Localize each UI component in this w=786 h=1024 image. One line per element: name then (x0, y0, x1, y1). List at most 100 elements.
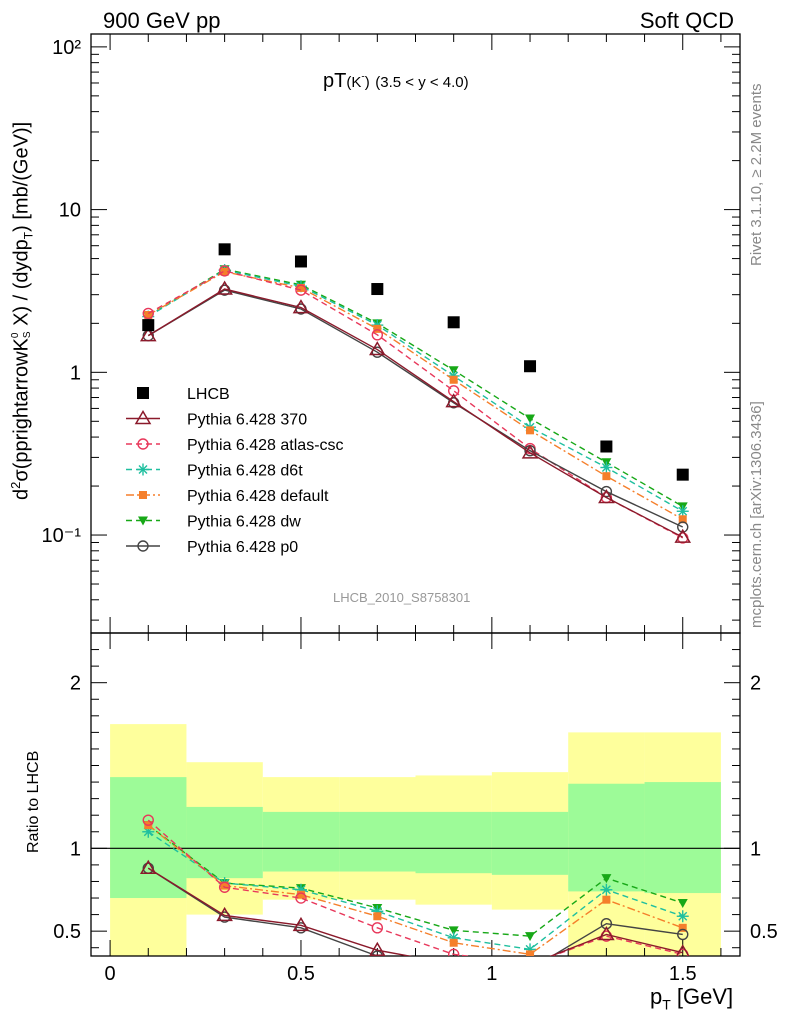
plot-title-main: pT (323, 70, 347, 92)
series-line (147, 288, 684, 538)
series-point (521, 444, 539, 459)
series-point (296, 283, 305, 292)
series-point (371, 329, 384, 341)
y-tick-label-ratio: 1 (70, 838, 81, 860)
ratio-point (602, 895, 611, 904)
ratio-point (677, 928, 689, 941)
data-series-lhcb (142, 243, 689, 481)
ratio-band-inner (262, 811, 340, 872)
y-tick-label-main: 10 (59, 200, 81, 222)
ratio-point (678, 923, 687, 932)
ratio-line (147, 824, 683, 937)
y-tick-label-ratio: 0.5 (53, 921, 81, 943)
ratio-point (526, 950, 535, 956)
plot-title-range: (3.5 < y < 4.0) (375, 74, 469, 91)
legend-marker (137, 438, 149, 450)
ratio-point (529, 955, 531, 956)
legend-item: Pythia 6.428 p0 (126, 539, 298, 556)
series-point (220, 267, 229, 276)
series-point (676, 505, 689, 518)
series-point (295, 284, 307, 296)
legend-item: Pythia 6.428 370 (126, 410, 307, 429)
star-stroke (678, 506, 688, 516)
series-point (677, 521, 689, 533)
legend-label: Pythia 6.428 default (187, 488, 329, 505)
series-point (598, 489, 615, 504)
ratio-point (369, 941, 386, 956)
legend-label: Pythia 6.428 d6t (187, 463, 303, 480)
header-left: 900 GeV pp (103, 8, 221, 33)
series-point (216, 280, 233, 295)
y-tick-label-main: 10⁻¹ (42, 525, 82, 547)
series-point (602, 472, 611, 481)
ratio-point (295, 892, 307, 904)
series-point (678, 515, 687, 524)
ratio-band-inner (415, 811, 492, 874)
y-tick-label-ratio-right: 2 (750, 673, 761, 695)
ratio-point (218, 881, 231, 893)
data-point (142, 319, 155, 332)
legend-marker (134, 410, 152, 425)
data-point (218, 243, 231, 256)
ratio-point (447, 948, 460, 956)
ratio-line (147, 867, 683, 956)
x-ticks (109, 34, 722, 956)
ratio-point (371, 922, 384, 934)
ratio-point (453, 955, 454, 956)
x-tick-label: 0 (105, 963, 116, 985)
series-point (369, 341, 386, 356)
ratio-point (525, 964, 535, 974)
ratio-point (676, 910, 689, 923)
series-point (600, 485, 613, 498)
ratio-point (216, 906, 233, 922)
plot-title-particle: (K (346, 74, 362, 91)
ratio-series-atlas (142, 814, 689, 969)
legend-item: Pythia 6.428 d6t (126, 463, 303, 480)
series-point (142, 307, 154, 320)
ratio-line (147, 867, 683, 956)
data-point (524, 360, 537, 373)
data-point (371, 283, 384, 296)
series-point (526, 426, 535, 435)
series-point (218, 265, 231, 277)
ratio-point (675, 944, 690, 956)
y-tick-label-ratio-right: 0.5 (750, 921, 778, 943)
ratio-point (142, 814, 154, 826)
x-tick-label: 1.5 (669, 963, 697, 985)
ratio-point (448, 926, 459, 936)
series-point (600, 461, 613, 474)
ratio-point (139, 859, 157, 874)
ratio-band-inner (339, 811, 416, 872)
series-line (147, 268, 684, 507)
star-stroke (601, 463, 611, 473)
header-right: Soft QCD (639, 8, 734, 33)
x-axis-label: pT [GeV] (650, 984, 734, 1013)
legend-item: Pythia 6.428 atlas-csc (126, 437, 344, 454)
ratio-point (296, 890, 305, 899)
legend-marker (137, 540, 149, 552)
ratio-point (449, 938, 458, 947)
legend-item: Pythia 6.428 default (126, 488, 329, 505)
ratio-uncertainty-bands (110, 724, 721, 956)
ratio-series-p370 (139, 859, 690, 956)
ratio-point (677, 898, 688, 908)
series-line (147, 269, 684, 512)
y-tick-label-ratio-right: 1 (750, 838, 761, 860)
ratio-point (600, 883, 613, 896)
y-ticks-main (91, 46, 740, 621)
series-point (292, 299, 310, 314)
star-stroke (601, 885, 611, 895)
y-tick-label-main: 10² (52, 37, 81, 59)
series-p370 (139, 280, 692, 543)
y-tick-label-ratio: 2 (70, 673, 81, 695)
series-point (144, 311, 153, 320)
ratio-point (371, 950, 384, 956)
mcplots-label: mcplots.cern.ch [arXiv:1306.3436] (748, 401, 765, 628)
data-point (600, 440, 613, 453)
y-ticks-ratio (91, 649, 740, 949)
legend-label: Pythia 6.428 370 (187, 412, 307, 429)
ratio-point (525, 959, 535, 969)
ratio-line (147, 824, 683, 956)
ratio-band-inner (644, 782, 721, 894)
legend-marker (137, 387, 149, 399)
